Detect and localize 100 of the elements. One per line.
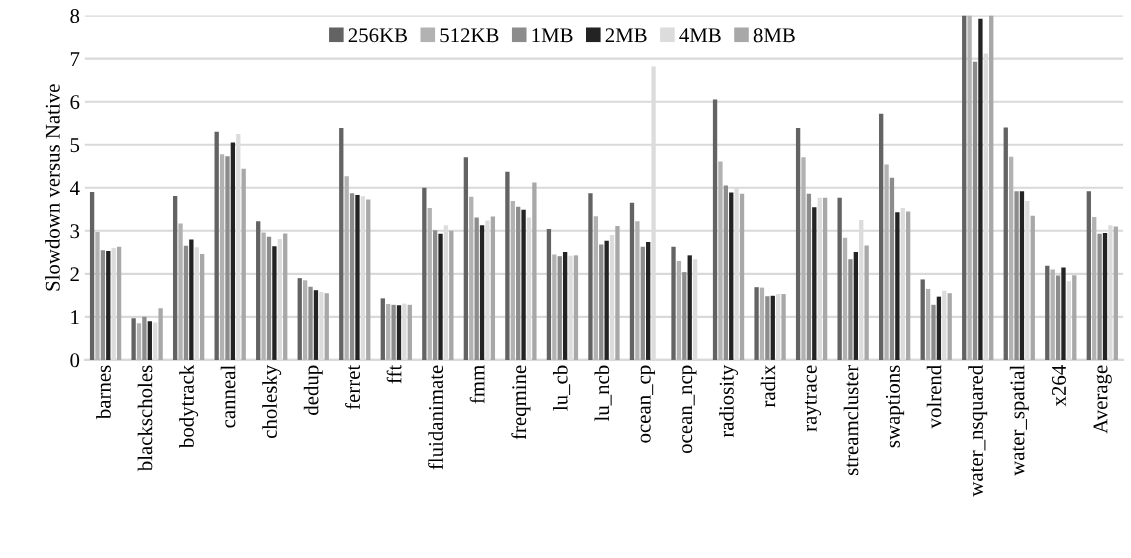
bar	[593, 216, 599, 360]
bar	[532, 182, 537, 360]
bar	[344, 176, 349, 360]
bar	[339, 127, 344, 360]
bar	[615, 226, 620, 360]
bar	[842, 237, 848, 360]
bar	[889, 177, 895, 360]
bar	[671, 246, 676, 360]
bar	[1092, 217, 1097, 360]
x-tick-label: Average	[1093, 365, 1112, 434]
bar	[879, 113, 884, 360]
bar	[920, 279, 925, 360]
bar	[947, 293, 952, 360]
bar	[1009, 156, 1014, 360]
bar	[931, 304, 936, 360]
x-tick-label: bodytrack	[179, 364, 199, 449]
x-tick-label: water_spatial	[1009, 365, 1029, 476]
bar	[505, 171, 510, 360]
bar	[635, 221, 640, 360]
bar	[136, 323, 142, 360]
x-tick-label: swaptions	[885, 365, 905, 448]
bar	[474, 217, 479, 360]
bar	[1097, 233, 1102, 360]
x-tick-label: ocean_ncp	[682, 365, 697, 454]
x-tick-label: radix	[760, 365, 776, 408]
bar	[837, 197, 842, 360]
bar	[812, 207, 817, 360]
bar	[754, 287, 759, 360]
bar	[895, 212, 900, 360]
bar	[469, 196, 474, 360]
bar	[380, 298, 385, 360]
bar	[781, 294, 786, 360]
bar	[116, 246, 122, 360]
bar	[1061, 267, 1066, 360]
bar	[682, 272, 687, 360]
bar	[1030, 215, 1035, 360]
bar	[106, 251, 111, 360]
bar	[604, 240, 609, 360]
bar	[490, 216, 496, 360]
bar	[967, 15, 972, 360]
bar	[261, 232, 266, 360]
x-tick-label: ocean_cp	[640, 365, 655, 443]
bar	[729, 192, 734, 360]
bar	[422, 187, 427, 360]
bar	[449, 230, 454, 360]
x-tick-label: dedup	[303, 365, 323, 415]
legend-label: 256KB	[348, 28, 407, 43]
bar	[1003, 127, 1008, 360]
bar	[391, 304, 396, 360]
x-tick-label: canneal	[220, 365, 236, 428]
bar	[199, 254, 205, 360]
bar	[1055, 275, 1061, 360]
bar	[718, 161, 723, 360]
x-tick-label: cholesky	[262, 364, 282, 439]
x-tick-label: fluidanimate	[428, 365, 444, 470]
bar	[438, 233, 443, 360]
bar	[972, 61, 978, 360]
bar	[640, 246, 645, 360]
bar	[562, 251, 568, 360]
legend-label: 2MB	[605, 28, 647, 43]
x-tick-label: freqmine	[511, 365, 531, 440]
bar	[313, 290, 319, 360]
x-tick-label: streamcluster	[843, 364, 859, 475]
bar	[770, 295, 775, 360]
bar	[573, 255, 579, 360]
y-tick-label: 6	[70, 95, 80, 110]
bar	[510, 201, 515, 360]
x-tick-label: radiosity	[719, 364, 739, 438]
bar	[241, 168, 246, 360]
bar	[1113, 226, 1118, 360]
bar	[552, 254, 557, 360]
bar	[687, 255, 692, 360]
bar	[676, 260, 682, 360]
bar	[712, 99, 718, 360]
bar	[1050, 269, 1055, 360]
bar	[801, 157, 806, 360]
y-tick-label: 7	[70, 52, 80, 66]
bar	[1045, 265, 1050, 360]
bar	[183, 245, 189, 360]
bar	[432, 230, 438, 360]
bar	[407, 304, 412, 360]
bar	[516, 206, 521, 360]
bar	[962, 15, 967, 360]
bar	[795, 127, 801, 360]
bar	[219, 154, 225, 360]
y-tick-label: 0	[70, 353, 80, 368]
bar	[189, 239, 194, 360]
y-tick-label: 4	[69, 181, 80, 195]
x-tick-label: water_nsquared	[968, 365, 988, 497]
bar	[272, 246, 277, 360]
x-tick-label: ferret	[345, 364, 360, 410]
bar	[479, 225, 485, 360]
bar	[349, 193, 355, 360]
bar	[629, 202, 635, 360]
x-tick-label: fft	[386, 364, 402, 384]
bar	[588, 193, 593, 360]
legend-label: 8MB	[753, 28, 795, 43]
bar	[646, 241, 651, 360]
bar	[225, 156, 230, 360]
bar	[723, 185, 729, 360]
